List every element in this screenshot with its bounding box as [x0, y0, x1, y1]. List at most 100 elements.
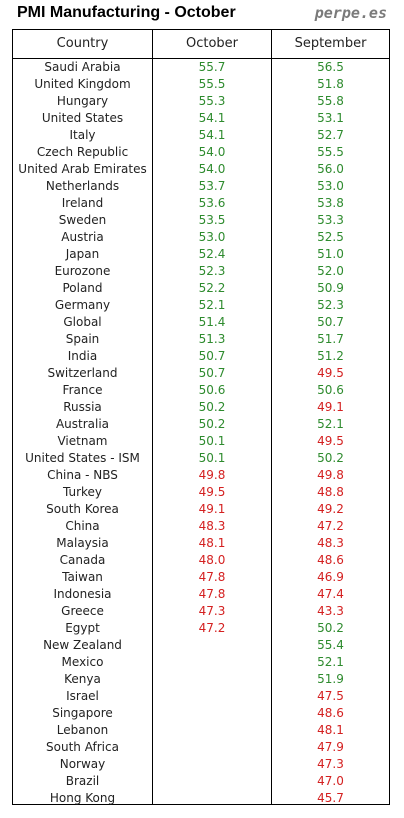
country-cell: Ireland — [61, 196, 104, 210]
september-value: 47.9 — [317, 740, 344, 754]
country-cell: Switzerland — [47, 366, 118, 380]
table-row: Czech Republic 54.0 55.5 — [13, 144, 389, 161]
table-row: Kenya 51.9 — [13, 671, 389, 688]
country-cell: Hungary — [56, 94, 109, 108]
table-row: Indonesia 47.8 47.4 — [13, 586, 389, 603]
country-cell: Turkey — [62, 485, 103, 499]
october-value: 50.7 — [198, 366, 226, 380]
brand-watermark: perpe.es — [314, 4, 387, 22]
september-value: 47.3 — [317, 757, 344, 771]
column-header-september: September — [294, 36, 367, 51]
september-value: 53.1 — [317, 111, 344, 125]
october-value: 48.3 — [198, 519, 226, 533]
country-cell: Indonesia — [53, 587, 112, 601]
september-value: 50.6 — [317, 383, 344, 397]
october-value: 53.0 — [198, 230, 226, 244]
table-row: Canada 48.0 48.6 — [13, 552, 389, 569]
october-value: 55.5 — [198, 77, 226, 91]
september-value: 53.0 — [317, 179, 344, 193]
country-cell: New Zealand — [43, 638, 122, 652]
september-value: 52.3 — [317, 298, 344, 312]
october-value: 53.5 — [198, 213, 226, 227]
table-row: Ireland 53.6 53.8 — [13, 195, 389, 212]
country-cell: Australia — [55, 417, 110, 431]
september-value: 43.3 — [317, 604, 344, 618]
september-value: 52.1 — [317, 655, 344, 669]
september-value: 55.4 — [317, 638, 344, 652]
table-row: India 50.7 51.2 — [13, 348, 389, 365]
october-value: 50.7 — [198, 349, 226, 363]
october-value: 51.3 — [198, 332, 226, 346]
column-divider — [152, 30, 153, 804]
country-cell: Austria — [61, 230, 104, 244]
october-value: 49.1 — [198, 502, 226, 516]
table-row: Vietnam 50.1 49.5 — [13, 433, 389, 450]
country-cell: China — [65, 519, 100, 533]
table-row: New Zealand 55.4 — [13, 637, 389, 654]
october-value: 54.1 — [198, 128, 226, 142]
table-row: Brazil 47.0 — [13, 773, 389, 790]
september-value: 49.5 — [317, 434, 344, 448]
country-cell: United Arab Emirates — [18, 162, 147, 176]
country-cell: Russia — [63, 400, 102, 414]
october-value: 47.8 — [198, 587, 226, 601]
september-value: 48.3 — [317, 536, 344, 550]
october-value: 51.4 — [198, 315, 226, 329]
september-value: 52.1 — [317, 417, 344, 431]
table-row: Italy 54.1 52.7 — [13, 127, 389, 144]
table-row: Lebanon 48.1 — [13, 722, 389, 739]
september-value: 51.7 — [317, 332, 344, 346]
table-body: Saudi Arabia 55.7 56.5 United Kingdom 55.5 51… — [13, 59, 389, 807]
september-value: 49.8 — [317, 468, 344, 482]
table-row: United States - ISM 50.1 50.2 — [13, 450, 389, 467]
country-cell: India — [67, 349, 98, 363]
table-row: Saudi Arabia 55.7 56.5 — [13, 59, 389, 76]
table-row: United Arab Emirates 54.0 56.0 — [13, 161, 389, 178]
september-value: 49.2 — [317, 502, 344, 516]
table-row: Mexico 52.1 — [13, 654, 389, 671]
september-value: 47.5 — [317, 689, 344, 703]
october-value: 47.3 — [198, 604, 226, 618]
country-cell: Canada — [59, 553, 106, 567]
country-cell: Eurozone — [54, 264, 111, 278]
october-value: 54.1 — [198, 111, 226, 125]
october-value: 50.2 — [198, 417, 226, 431]
september-value: 51.0 — [317, 247, 344, 261]
table-row: Hungary 55.3 55.8 — [13, 93, 389, 110]
country-cell: Saudi Arabia — [44, 60, 121, 74]
table-row: Greece 47.3 43.3 — [13, 603, 389, 620]
october-value: 50.1 — [198, 434, 226, 448]
september-value: 56.5 — [317, 60, 344, 74]
table-row: South Africa 47.9 — [13, 739, 389, 756]
october-value: 55.3 — [198, 94, 226, 108]
table-row: China 48.3 47.2 — [13, 518, 389, 535]
september-value: 50.2 — [317, 451, 344, 465]
september-value: 50.9 — [317, 281, 344, 295]
september-value: 47.0 — [317, 774, 344, 788]
table-row: Taiwan 47.8 46.9 — [13, 569, 389, 586]
country-cell: Israel — [66, 689, 99, 703]
country-cell: Czech Republic — [36, 145, 129, 159]
page-title: PMI Manufacturing - October — [17, 4, 236, 21]
country-cell: Vietnam — [57, 434, 108, 448]
pmi-table: Country October September Saudi Arabia 55… — [12, 29, 390, 805]
october-value: 50.1 — [198, 451, 226, 465]
october-value: 55.7 — [198, 60, 226, 74]
table-row: Switzerland 50.7 49.5 — [13, 365, 389, 382]
table-row: Malaysia 48.1 48.3 — [13, 535, 389, 552]
october-value: 52.4 — [198, 247, 226, 261]
column-divider — [271, 30, 272, 804]
country-cell: Kenya — [64, 672, 101, 686]
september-value: 51.9 — [317, 672, 344, 686]
september-value: 49.5 — [317, 366, 344, 380]
october-value: 50.6 — [198, 383, 226, 397]
september-value: 49.1 — [317, 400, 344, 414]
table-row: Japan 52.4 51.0 — [13, 246, 389, 263]
september-value: 46.9 — [317, 570, 344, 584]
september-value: 48.8 — [317, 485, 344, 499]
country-cell: Spain — [65, 332, 100, 346]
country-cell: China - NBS — [47, 468, 118, 482]
table-row: Norway 47.3 — [13, 756, 389, 773]
october-value: 52.2 — [198, 281, 226, 295]
october-value: 52.1 — [198, 298, 226, 312]
